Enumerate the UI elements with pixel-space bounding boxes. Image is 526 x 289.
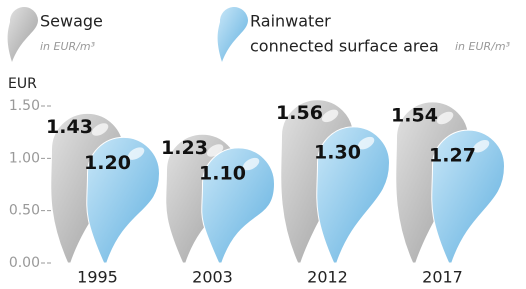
value-label: 1.20: [84, 152, 131, 174]
value-label: 1.43: [46, 116, 93, 138]
value-label: 1.23: [161, 137, 208, 159]
y-tick-label: 0.50: [9, 203, 40, 219]
legend-label: Rainwater: [250, 12, 331, 31]
legend-icon: [218, 7, 248, 62]
value-label: 1.54: [391, 104, 438, 126]
legend-unit: in EUR/m³: [455, 40, 511, 53]
x-tick-label: 2003: [192, 268, 233, 287]
legend-label: Sewage: [40, 12, 103, 31]
chart: Sewage in EUR/m³ Rainwater connected sur…: [0, 0, 526, 289]
value-label: 1.56: [276, 102, 323, 124]
x-tick-label: 2017: [422, 268, 463, 287]
legend-unit: in EUR/m³: [40, 40, 96, 53]
x-tick-label: 1995: [77, 268, 118, 287]
y-tick-label: 0.00: [9, 255, 40, 271]
y-axis-label: EUR: [8, 76, 37, 92]
value-label: 1.27: [429, 145, 476, 167]
legend-icon: [8, 7, 38, 62]
legend-subtitle: connected surface area: [250, 37, 439, 56]
value-label: 1.10: [199, 162, 246, 184]
y-tick-label: 1.50: [9, 98, 40, 114]
value-label: 1.30: [314, 141, 361, 163]
x-tick-label: 2012: [307, 268, 348, 287]
y-tick-label: 1.00: [9, 150, 40, 166]
